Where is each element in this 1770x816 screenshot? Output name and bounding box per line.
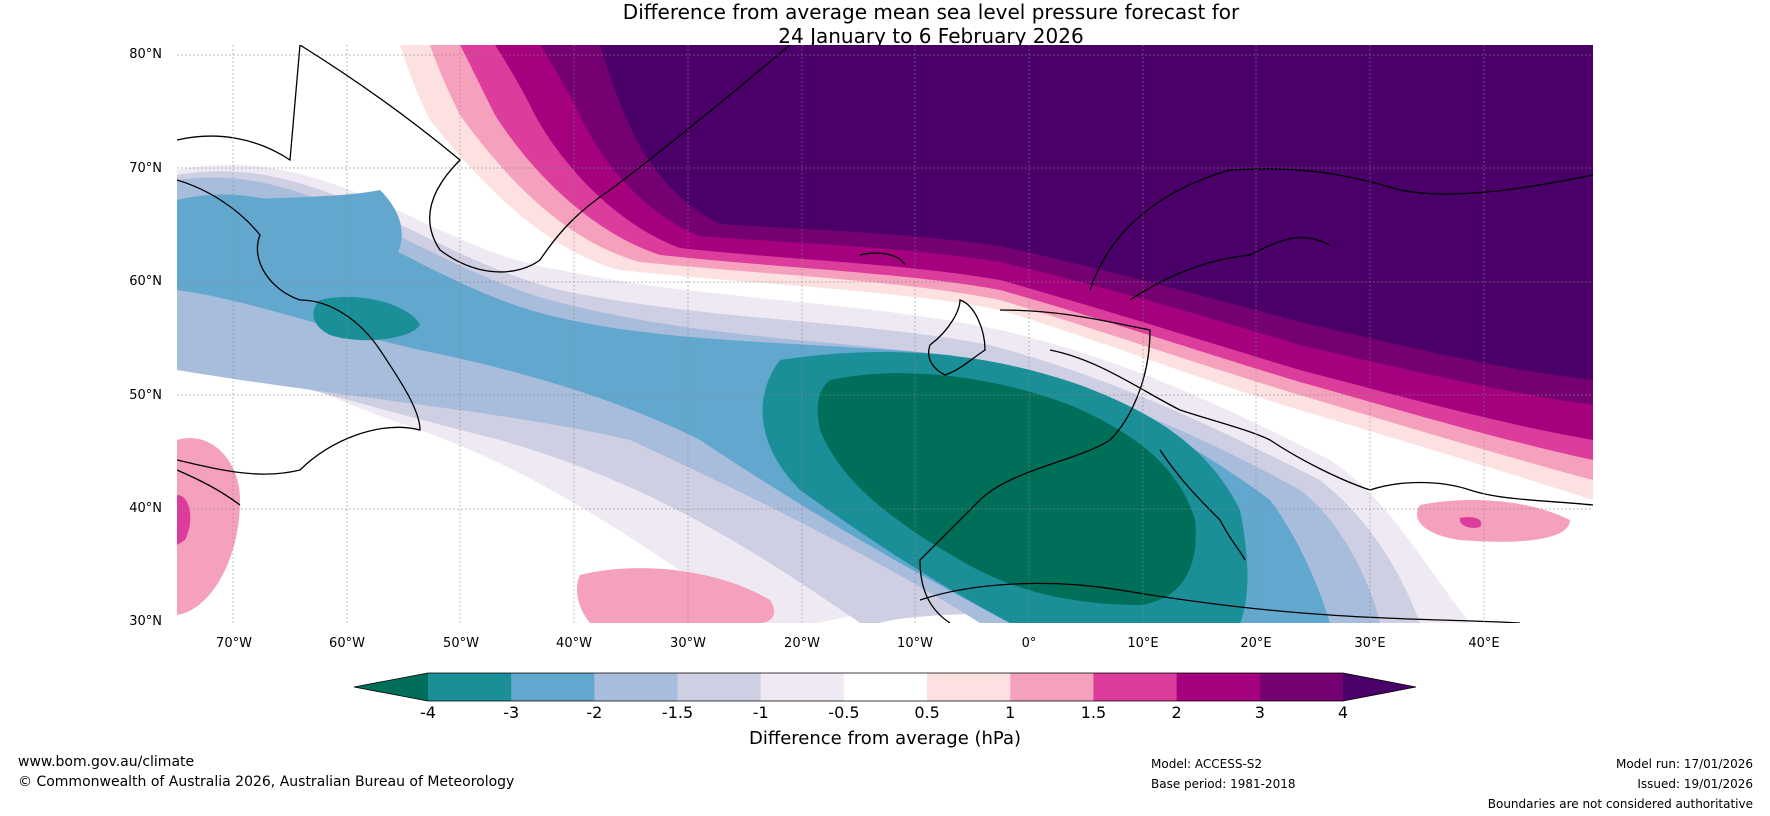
- colorbar-tick-label: 0.5: [914, 703, 940, 722]
- anomaly-patch-east-us-core: [177, 495, 191, 545]
- anomaly-patch-turkey-core: [1459, 517, 1482, 528]
- lat-label-50n: 50°N: [129, 388, 162, 403]
- colorbar-segment: [511, 673, 595, 701]
- lat-label-80n: 80°N: [129, 47, 162, 62]
- lat-label-70n: 70°N: [129, 161, 162, 176]
- footer-model-run: Model run: 17/01/2026: [1615, 757, 1753, 771]
- anomaly-patch-east-us: [177, 438, 240, 615]
- colorbar-segment: [677, 673, 762, 701]
- colorbar-tick-label: 2: [1171, 703, 1182, 722]
- colorbar-segment: [1259, 673, 1344, 701]
- colorbar-segment: [1010, 673, 1094, 701]
- coast-italy: [1159, 449, 1246, 561]
- lon-label-50w: 50°W: [443, 636, 479, 651]
- colorbar-segment: [843, 673, 928, 701]
- coast-scandinavia: [1089, 168, 1593, 301]
- map-title-line1: Difference from average mean sea level p…: [622, 0, 1240, 24]
- colorbar-outline: [353, 672, 1417, 702]
- coast-greenland: [177, 45, 791, 273]
- colorbar-segment: [1093, 673, 1178, 701]
- colorbar-segment: [1176, 673, 1261, 701]
- footer-model: Model: ACCESS-S2: [1151, 757, 1263, 771]
- footer-base-period: Base period: 1981-2018: [1151, 777, 1296, 791]
- colorbar-title: Difference from average (hPa): [748, 728, 1022, 749]
- map-title-line2: 24 January to 6 February 2026: [778, 24, 1084, 48]
- lon-label-20e: 20°E: [1240, 636, 1272, 651]
- coast-iceland: [859, 252, 906, 266]
- lon-label-40e: 40°E: [1468, 636, 1500, 651]
- colorbar-extend-high: [1343, 673, 1416, 701]
- footer-url: www.bom.gov.au/climate: [18, 754, 195, 770]
- footer-issued: Issued: 19/01/2026: [1637, 777, 1753, 791]
- anomaly-patch-turkey: [1416, 500, 1570, 542]
- lon-label-20w: 20°W: [784, 636, 820, 651]
- colorbar-segment: [927, 673, 1011, 701]
- colorbar-extend-low: [354, 673, 428, 701]
- colorbar-tick-label: 4: [1337, 703, 1349, 722]
- colorbar-tick-label: 3: [1254, 703, 1265, 722]
- lat-label-40n: 40°N: [129, 501, 162, 516]
- coast-uk-ireland: [928, 299, 986, 376]
- lat-label-30n: 30°N: [129, 614, 162, 629]
- coast-north-africa: [919, 582, 1521, 623]
- graticule: [177, 45, 1593, 623]
- lon-label-0: 0°: [1021, 636, 1037, 651]
- coast-canada: [177, 179, 421, 475]
- coast-us-east: [177, 469, 241, 506]
- colorbar-tick-label: -1: [752, 703, 769, 722]
- colorbar-segment: [760, 673, 845, 701]
- lon-label-10e: 10°E: [1127, 636, 1159, 651]
- colorbar: [353, 672, 1417, 702]
- colorbar-segment: [594, 673, 679, 701]
- lat-label-60n: 60°N: [129, 274, 162, 289]
- anomaly-field: [177, 45, 1593, 623]
- lon-label-40w: 40°W: [556, 636, 592, 651]
- anomaly-patch-atlantic: [577, 568, 775, 623]
- colorbar-tick-label: -2: [586, 703, 603, 722]
- footer-disclaimer: Boundaries are not considered authoritat…: [1487, 797, 1753, 811]
- lon-label-70w: 70°W: [216, 636, 252, 651]
- anomaly-band-neg-4: [817, 373, 1196, 605]
- coast-europe: [919, 309, 1593, 623]
- colorbar-tick-label: -4: [420, 703, 436, 722]
- colorbar-segment: [428, 673, 512, 701]
- footer-copyright: © Commonwealth of Australia 2026, Austra…: [18, 774, 515, 790]
- coastlines: [177, 45, 1593, 623]
- anomaly-low-center-labrador: [313, 296, 420, 341]
- colorbar-tick-label: -1.5: [661, 703, 694, 722]
- anomaly-band-neg-3-labrador: [190, 190, 402, 287]
- anomaly-band-pos-4: [600, 45, 1593, 380]
- colorbar-tick-label: -3: [503, 703, 520, 722]
- lon-label-60w: 60°W: [329, 636, 365, 651]
- colorbar-tick-label: 1.5: [1080, 703, 1107, 722]
- colorbar-tick-label: -0.5: [828, 703, 860, 722]
- lon-label-30w: 30°W: [670, 636, 706, 651]
- lon-label-30e: 30°E: [1354, 636, 1386, 651]
- colorbar-tick-label: 1: [1005, 703, 1016, 722]
- lon-label-10w: 10°W: [897, 636, 933, 651]
- map-title: Difference from average mean sea level p…: [0, 0, 1770, 48]
